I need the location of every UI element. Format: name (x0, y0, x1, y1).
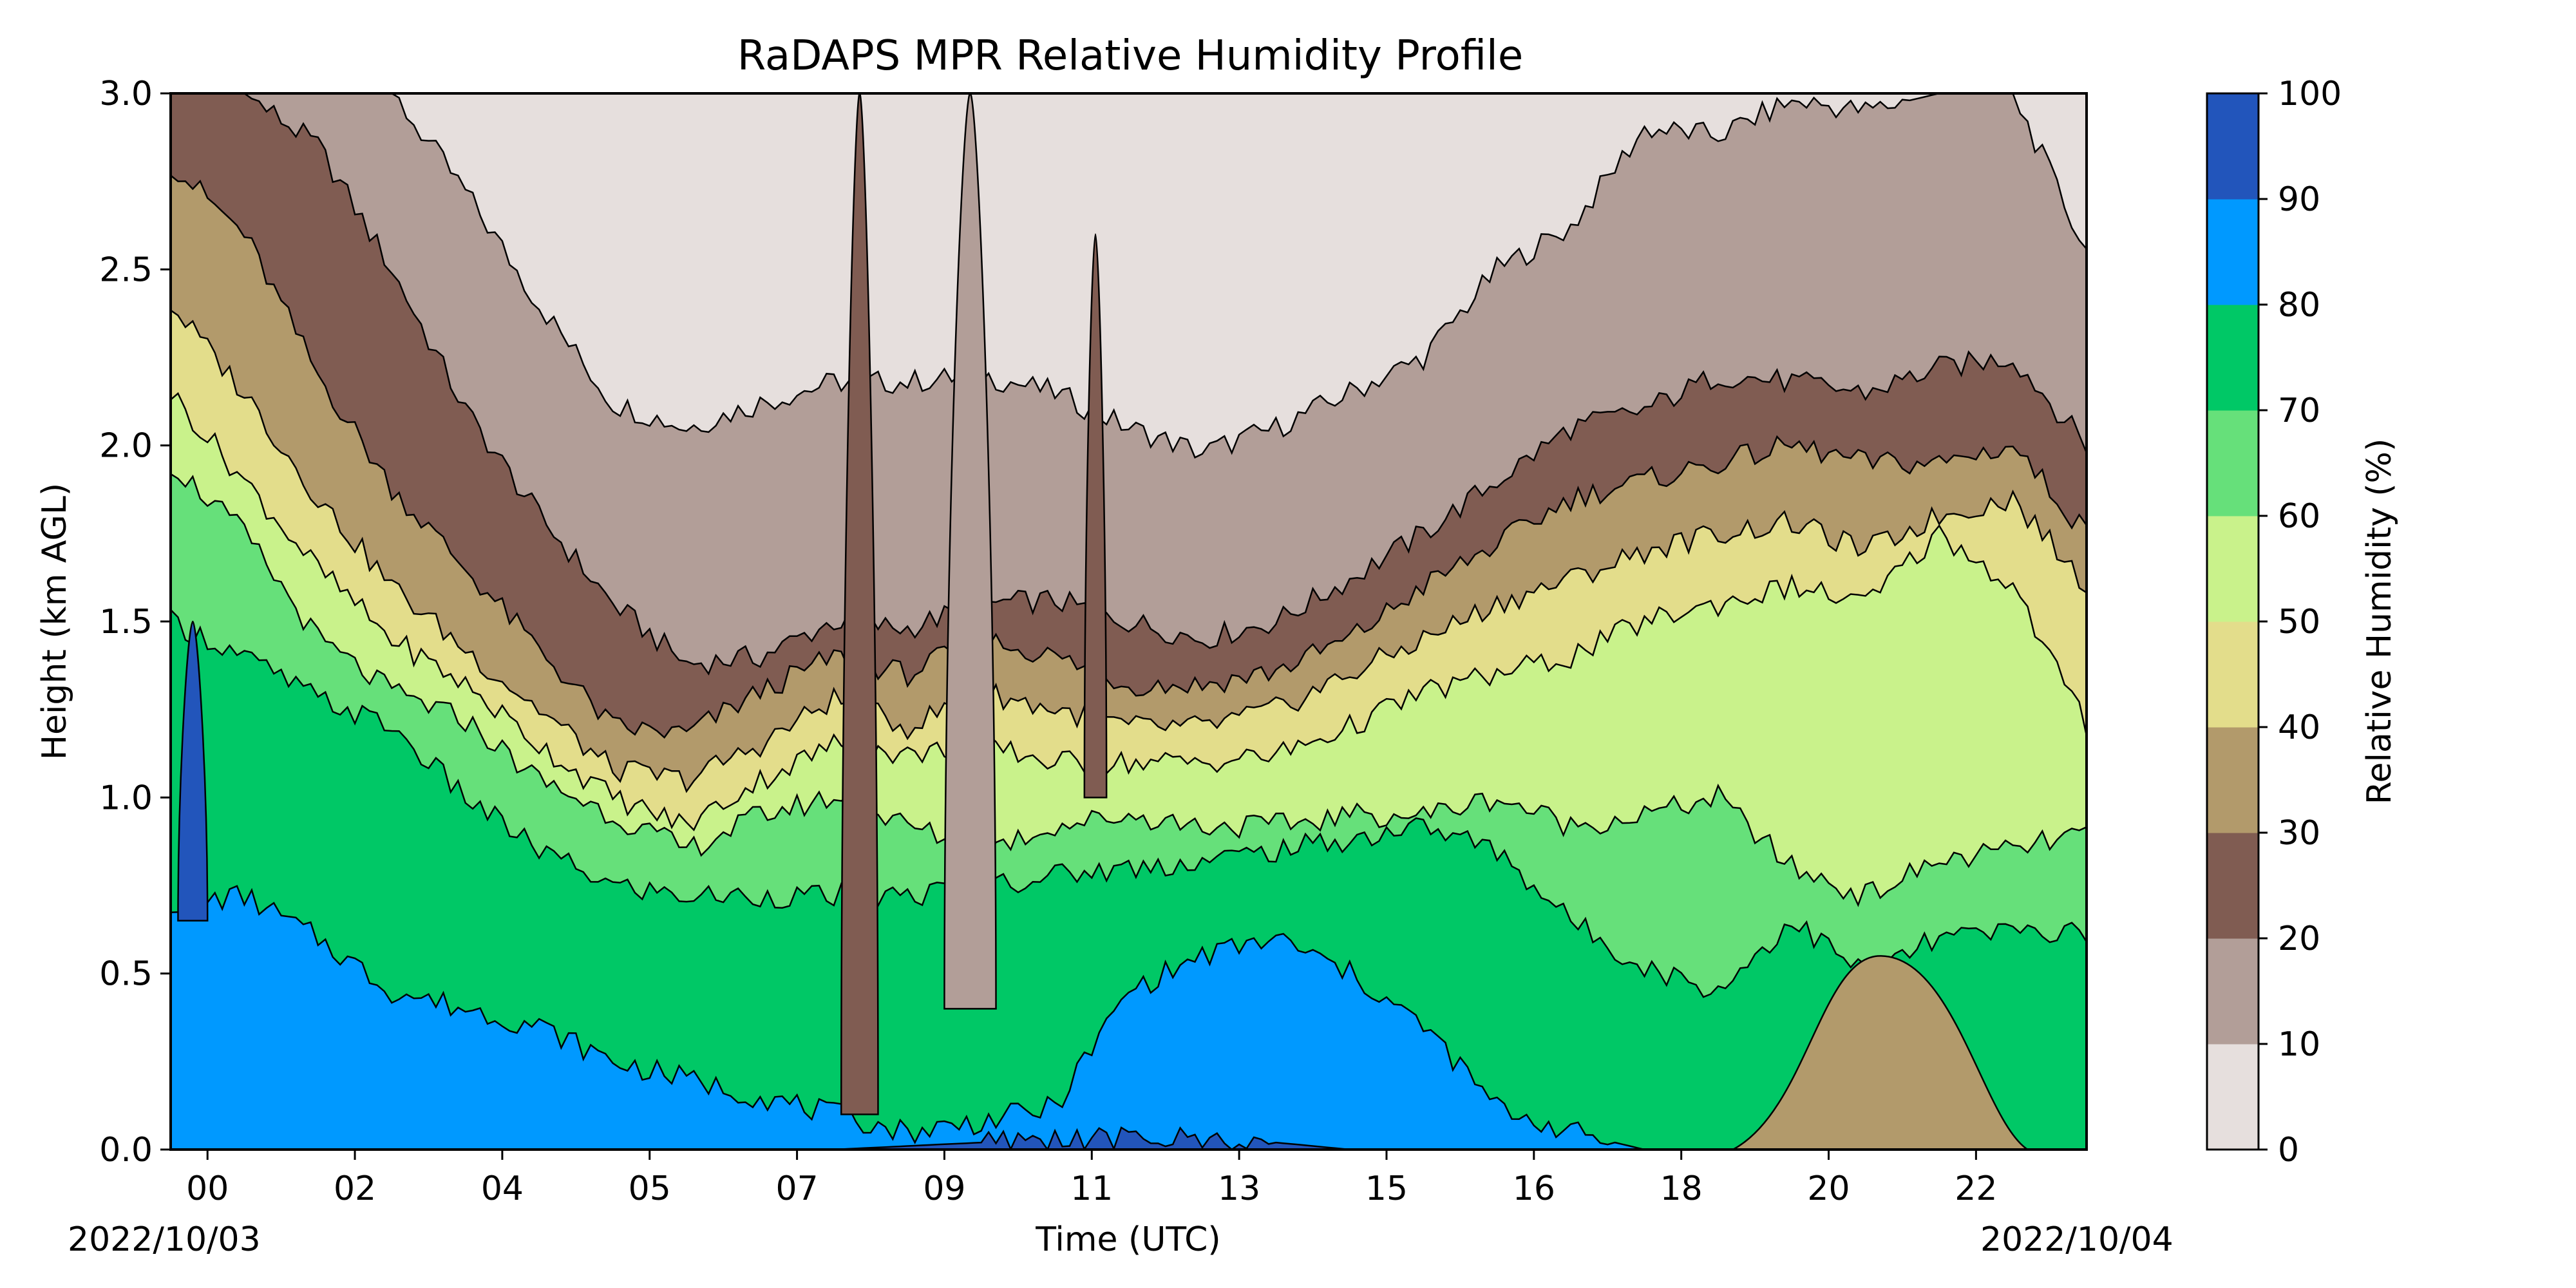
colorbar-tick-label: 0 (2278, 1131, 2299, 1170)
x-tick-label: 16 (1513, 1170, 1555, 1208)
x-tick-label: 15 (1365, 1170, 1408, 1208)
colorbar-swatch-40 (2207, 621, 2259, 728)
x-tick-label: 13 (1218, 1170, 1260, 1208)
chart-title: RaDAPS MPR Relative Humidity Profile (737, 32, 1523, 80)
colorbar-swatch-20 (2207, 833, 2259, 939)
colorbar-tick-label: 70 (2278, 392, 2320, 430)
start-date-label: 2022/10/03 (68, 1220, 261, 1259)
x-tick-label: 02 (334, 1170, 376, 1208)
end-date-label: 2022/10/04 (1980, 1220, 2174, 1259)
colorbar-tick-label: 30 (2278, 814, 2320, 853)
contour-feature-layer (177, 93, 2029, 1150)
colorbar-swatch-0 (2207, 1044, 2259, 1150)
x-tick-label: 18 (1660, 1170, 1703, 1208)
x-axis: 00 02 04 05 07 09 11 13 15 16 18 20 22 (186, 1150, 1997, 1208)
colorbar-tick-label: 100 (2278, 75, 2342, 113)
x-tick-label: 20 (1807, 1170, 1850, 1208)
colorbar-tick-label: 20 (2278, 920, 2320, 958)
y-tick-label: 0.0 (99, 1131, 153, 1170)
y-tick-label: 2.5 (99, 251, 153, 289)
colorbar-tick-label: 90 (2278, 180, 2320, 219)
y-axis: 0.0 0.5 1.0 1.5 2.0 2.5 3.0 (99, 75, 171, 1170)
colorbar-tick-label: 40 (2278, 708, 2320, 747)
colorbar: 0 10 20 30 40 50 60 70 80 90 100 (2206, 75, 2342, 1170)
colorbar-swatch-50 (2207, 516, 2259, 622)
contour-feature-low-rh-wedge (1732, 955, 2029, 1150)
x-tick-label: 07 (776, 1170, 819, 1208)
y-tick-label: 3.0 (99, 75, 153, 113)
colorbar-tick-label: 50 (2278, 603, 2320, 641)
contour-band-70 (171, 609, 2087, 1150)
contour-band-90 (171, 1126, 2087, 1150)
y-tick-label: 2.0 (99, 427, 153, 466)
x-tick-label: 04 (481, 1170, 524, 1208)
colorbar-tick-label: 80 (2278, 286, 2320, 325)
colorbar-tick-label: 60 (2278, 497, 2320, 536)
y-axis-label: Height (km AGL) (35, 483, 74, 760)
x-tick-label: 00 (186, 1170, 229, 1208)
colorbar-swatch-10 (2207, 938, 2259, 1045)
colorbar-swatch-80 (2207, 199, 2259, 305)
contour-feature-high-rh-column (177, 620, 209, 922)
contour-band-80 (171, 885, 2087, 1150)
y-tick-label: 1.5 (99, 603, 153, 641)
colorbar-label: Relative Humidity (%) (2360, 439, 2399, 805)
y-tick-label: 1.0 (99, 779, 153, 817)
y-tick-label: 0.5 (99, 955, 153, 994)
x-tick-label: 09 (923, 1170, 965, 1208)
contour-feature-dry-intrusion-1100 (1083, 233, 1108, 799)
x-tick-label: 22 (1955, 1170, 1997, 1208)
colorbar-tick-label: 10 (2278, 1025, 2320, 1064)
colorbar-swatch-70 (2207, 305, 2259, 411)
x-tick-label: 05 (629, 1170, 671, 1208)
colorbar-swatch-60 (2207, 410, 2259, 516)
x-tick-label: 11 (1070, 1170, 1113, 1208)
x-axis-label: Time (UTC) (1035, 1220, 1220, 1259)
contour-fill-layer (171, 93, 2087, 1150)
colorbar-swatch-30 (2207, 727, 2259, 833)
colorbar-swatch-90 (2207, 93, 2259, 200)
